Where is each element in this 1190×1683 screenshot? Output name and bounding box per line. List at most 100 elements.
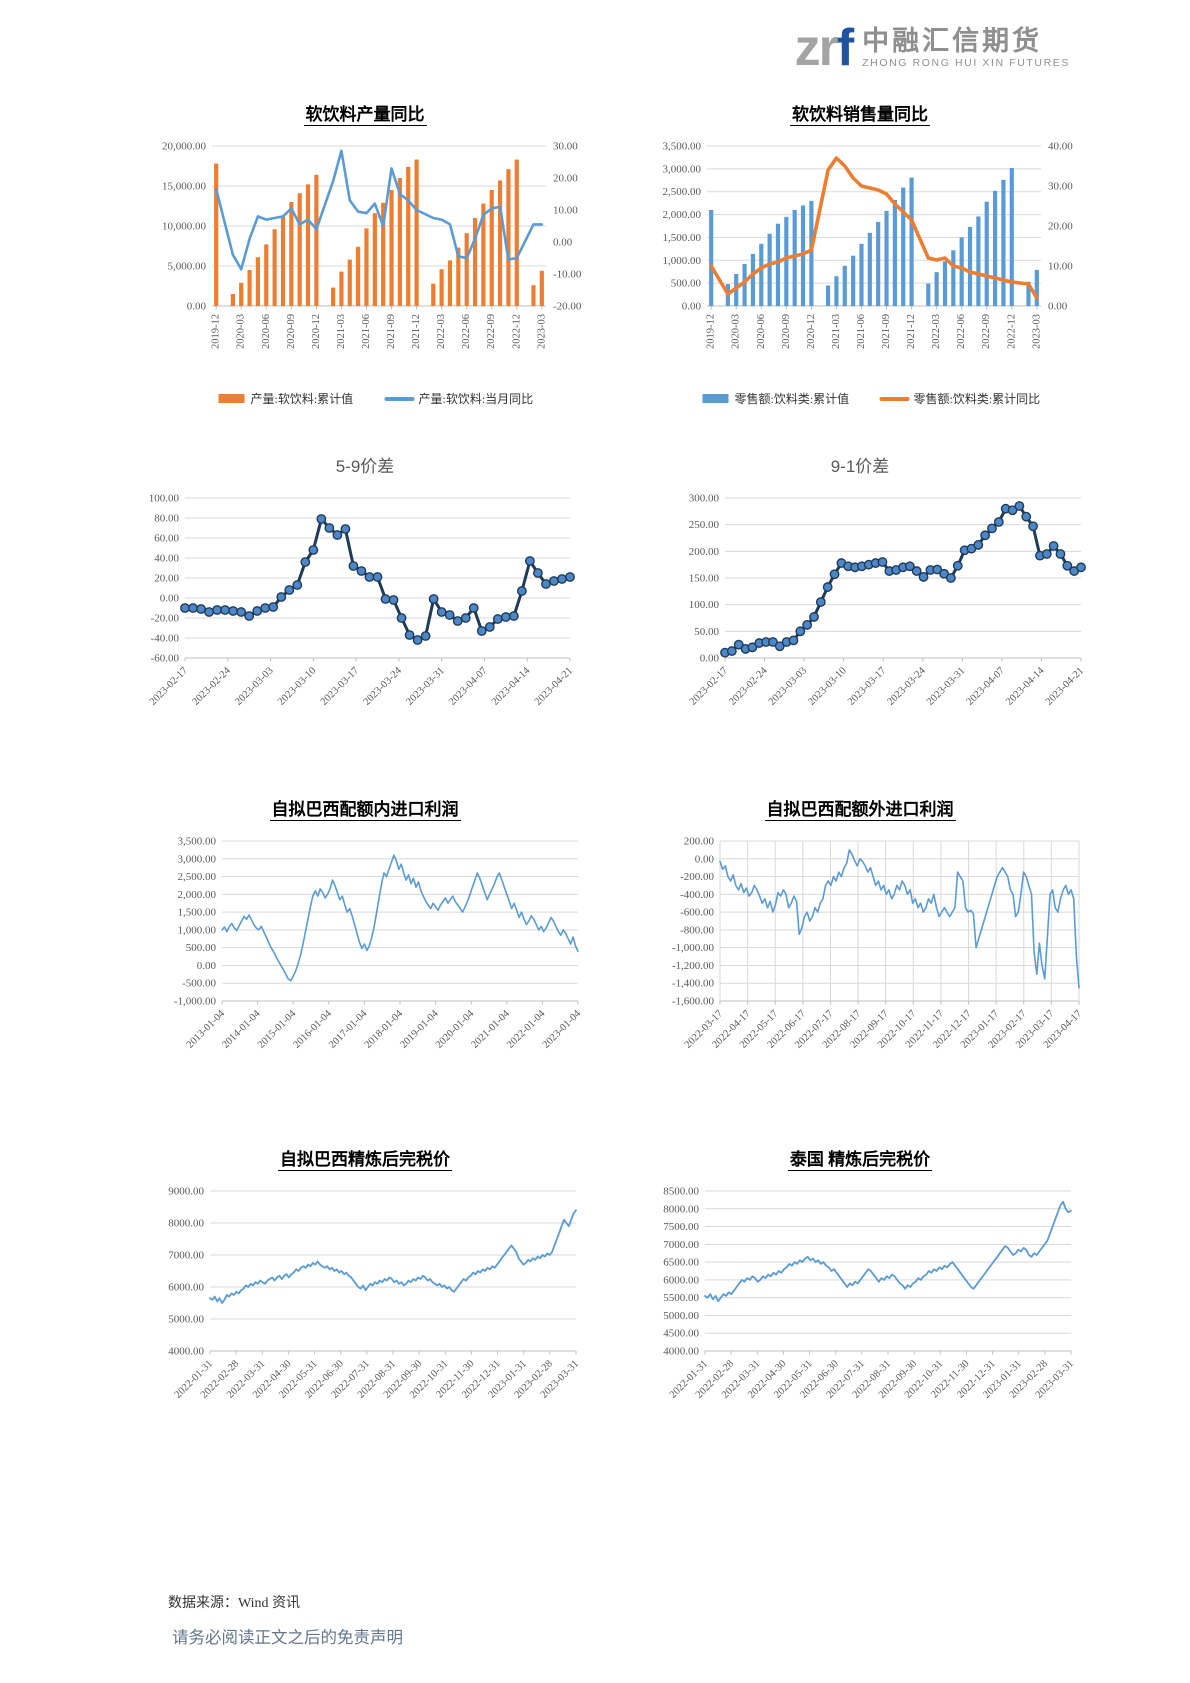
bar bbox=[314, 174, 319, 306]
svg-text:2023-04-21: 2023-04-21 bbox=[533, 665, 575, 707]
data-point bbox=[452, 616, 463, 626]
series-line bbox=[723, 504, 1083, 655]
data-source-note: 数据来源：Wind 资讯 bbox=[168, 1596, 301, 1611]
bar bbox=[859, 243, 864, 306]
svg-text:6000.00: 6000.00 bbox=[168, 1282, 204, 1294]
bar bbox=[942, 261, 948, 306]
bar bbox=[264, 244, 269, 306]
bar bbox=[230, 294, 235, 306]
chart-canvas: 3,500.00 3,000.00 2,500.00 2,000.00 1,500.00… bbox=[625, 136, 1095, 436]
data-point bbox=[1041, 549, 1052, 559]
bar bbox=[1009, 167, 1014, 306]
svg-text:3,500.00: 3,500.00 bbox=[663, 141, 702, 153]
data-point bbox=[292, 580, 303, 590]
svg-text:2019-12: 2019-12 bbox=[211, 314, 222, 349]
data-point bbox=[939, 568, 949, 579]
bar bbox=[397, 178, 402, 306]
logo-text: 中融汇信期货 ZHONG RONG HUI XIN FUTURES bbox=[862, 26, 1070, 70]
svg-text:20,000.00: 20,000.00 bbox=[162, 141, 207, 153]
data-point bbox=[228, 606, 239, 616]
bar bbox=[214, 163, 219, 306]
svg-text:9000.00: 9000.00 bbox=[168, 1186, 204, 1198]
chart-title-text: 软饮料销售量同比 bbox=[790, 105, 930, 126]
bar bbox=[934, 272, 939, 306]
data-point bbox=[388, 595, 399, 605]
data-point bbox=[372, 572, 383, 582]
chart-title-text: 自拟巴西精炼后完税价 bbox=[278, 1150, 452, 1171]
bar bbox=[255, 257, 261, 306]
data-point bbox=[1021, 511, 1032, 522]
svg-text:40.00: 40.00 bbox=[154, 553, 179, 565]
svg-text:2020-06: 2020-06 bbox=[756, 314, 767, 349]
data-point bbox=[815, 597, 826, 607]
bar bbox=[967, 226, 973, 306]
svg-text:0.00: 0.00 bbox=[1048, 301, 1068, 313]
svg-text:6000.00: 6000.00 bbox=[663, 1274, 699, 1286]
svg-text:5000.00: 5000.00 bbox=[663, 1310, 699, 1322]
data-point bbox=[911, 566, 922, 576]
data-point bbox=[1055, 549, 1066, 559]
chart-title: 9-1价差 bbox=[625, 452, 1095, 488]
bar bbox=[909, 177, 914, 306]
data-point bbox=[952, 560, 963, 571]
chart-title-text: 泰国 精炼后完税价 bbox=[787, 1150, 933, 1171]
svg-text:30.00: 30.00 bbox=[553, 141, 578, 153]
data-point bbox=[1048, 541, 1059, 551]
svg-text:-500.00: -500.00 bbox=[182, 978, 216, 990]
svg-text:2023-04-21: 2023-04-21 bbox=[1044, 665, 1086, 707]
svg-text:2023-03-31: 2023-03-31 bbox=[925, 665, 967, 707]
svg-text:100.00: 100.00 bbox=[689, 599, 720, 611]
logo-zr: zr bbox=[794, 19, 839, 77]
data-point bbox=[932, 564, 943, 575]
svg-text:50.00: 50.00 bbox=[694, 626, 719, 638]
bar bbox=[372, 213, 377, 306]
data-point bbox=[904, 561, 915, 572]
svg-text:2023-03-17: 2023-03-17 bbox=[846, 665, 888, 707]
series-line bbox=[704, 1200, 1072, 1303]
chart-plot: 3,500.00 3,000.00 2,500.00 2,000.00 1,500.00… bbox=[174, 836, 584, 1051]
bar bbox=[506, 169, 511, 306]
svg-text:-60.00: -60.00 bbox=[151, 653, 180, 665]
data-point bbox=[508, 611, 519, 621]
svg-text:500.00: 500.00 bbox=[186, 942, 217, 954]
bar bbox=[1034, 269, 1039, 306]
bar bbox=[330, 287, 336, 306]
svg-text:7500.00: 7500.00 bbox=[663, 1221, 699, 1233]
chart-title: 自拟巴西配额内进口利润 bbox=[130, 795, 600, 831]
svg-text:2020-03: 2020-03 bbox=[731, 314, 742, 349]
svg-text:2022-09: 2022-09 bbox=[981, 314, 992, 349]
legend-label: 零售额:饮料类:累计同比 bbox=[914, 391, 1041, 406]
bar bbox=[892, 199, 897, 306]
svg-text:250.00: 250.00 bbox=[689, 519, 720, 531]
chart-canvas: 9000.00 8000.00 7000.00 6000.00 5000.00 4000.… bbox=[130, 1181, 600, 1481]
chart-title: 软饮料产量同比 bbox=[130, 100, 600, 136]
svg-text:2023-02-17: 2023-02-17 bbox=[688, 665, 730, 707]
svg-text:20.00: 20.00 bbox=[154, 573, 179, 585]
bar bbox=[750, 253, 756, 306]
svg-text:5500.00: 5500.00 bbox=[663, 1292, 699, 1304]
svg-text:40.00: 40.00 bbox=[1048, 141, 1073, 153]
chart-canvas: 300.00 250.00 200.00 150.00 100.00 50.00 0.00 2… bbox=[625, 488, 1095, 788]
svg-text:2023-03-24: 2023-03-24 bbox=[885, 665, 928, 708]
bar bbox=[539, 270, 544, 306]
data-point bbox=[268, 602, 279, 612]
svg-text:100.00: 100.00 bbox=[149, 493, 180, 505]
svg-text:2021-12: 2021-12 bbox=[411, 314, 422, 349]
bar bbox=[709, 210, 714, 306]
bar bbox=[364, 228, 369, 306]
svg-text:2023-03-10: 2023-03-10 bbox=[276, 665, 318, 707]
data-point bbox=[516, 586, 527, 596]
bar bbox=[876, 221, 881, 306]
svg-text:3,500.00: 3,500.00 bbox=[178, 836, 217, 848]
svg-text:150.00: 150.00 bbox=[689, 573, 720, 585]
chart-canvas: 200.00 0.00 -200.00 -400.00 -600.00 -800.00 -1… bbox=[625, 831, 1095, 1131]
bar bbox=[784, 216, 789, 306]
data-point bbox=[973, 540, 984, 550]
data-point bbox=[822, 582, 833, 592]
data-point bbox=[220, 605, 231, 615]
bar bbox=[834, 276, 839, 306]
series-line bbox=[209, 1209, 577, 1304]
bar bbox=[239, 282, 244, 306]
svg-text:2021-09: 2021-09 bbox=[386, 314, 397, 349]
